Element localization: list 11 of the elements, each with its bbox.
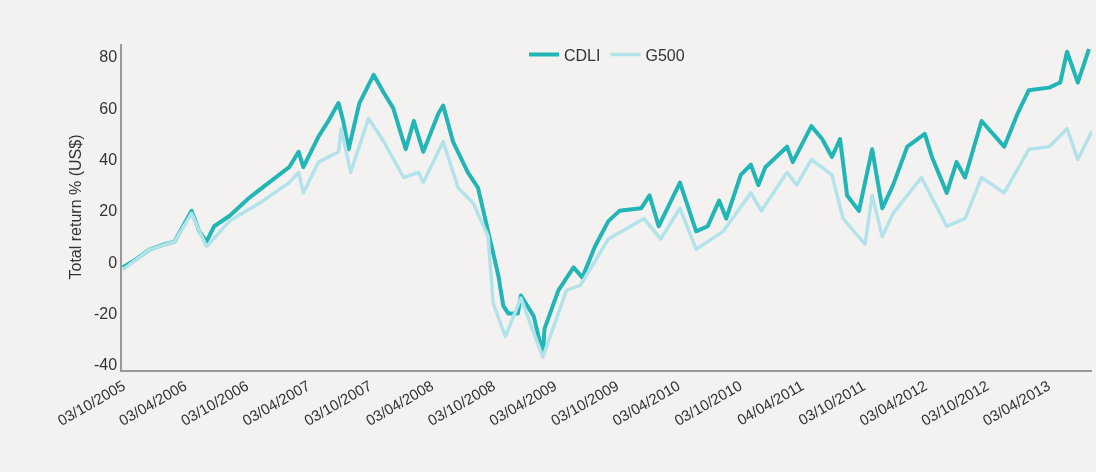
y-tick-label: 60 bbox=[99, 99, 118, 117]
legend-label: G500 bbox=[645, 46, 685, 64]
y-tick-label: 40 bbox=[99, 151, 118, 169]
y-tick-label: 20 bbox=[99, 202, 118, 220]
line-series bbox=[122, 116, 1092, 359]
y-axis-title: Total return % (US$) bbox=[67, 134, 85, 280]
legend-label: CDLI bbox=[564, 46, 601, 64]
y-tick-label: 0 bbox=[108, 253, 118, 271]
y-tick-label: -40 bbox=[93, 356, 118, 374]
y-tick-label: -20 bbox=[93, 305, 118, 323]
y-tick-label: 80 bbox=[99, 48, 118, 66]
